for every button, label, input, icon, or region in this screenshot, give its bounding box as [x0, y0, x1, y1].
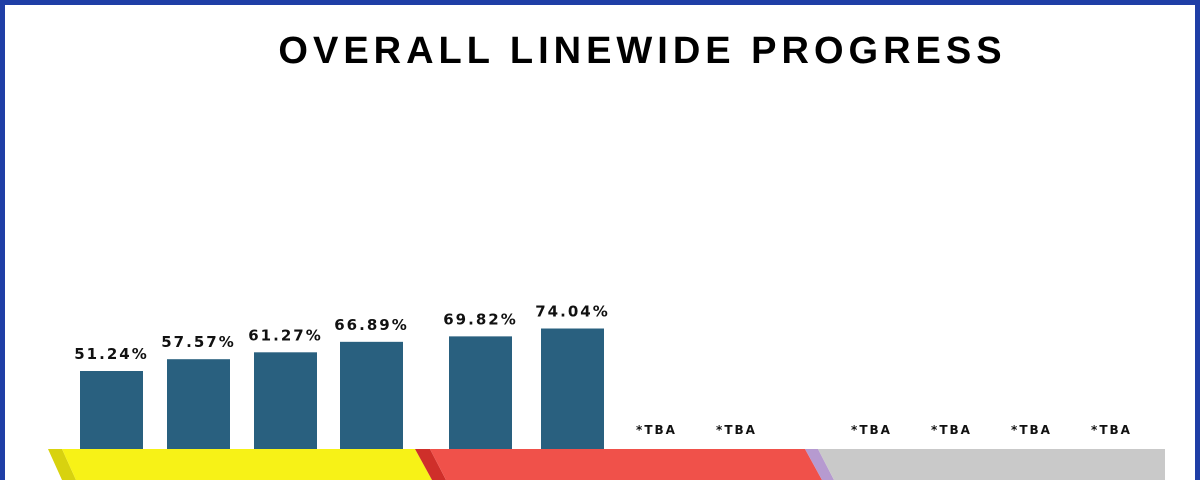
bar-6	[541, 328, 604, 449]
bar-3	[254, 352, 317, 449]
data-label-1: 51.24%	[74, 345, 148, 363]
data-label-4: 66.89%	[334, 316, 408, 334]
tba-label-10: *TBA	[931, 423, 972, 437]
band-3-edge	[805, 449, 834, 480]
band-2	[430, 449, 822, 480]
data-label-6: 74.04%	[535, 303, 609, 321]
tba-label-7: *TBA	[636, 423, 677, 437]
chart-title: OVERALL LINEWIDE PROGRESS	[278, 30, 1007, 72]
tba-label-9: *TBA	[851, 423, 892, 437]
band-1-edge	[48, 449, 76, 480]
tba-label-8: *TBA	[716, 423, 757, 437]
bar-1	[80, 371, 143, 449]
bar-2	[167, 359, 230, 449]
data-label-5: 69.82%	[443, 310, 517, 328]
bar-5	[449, 336, 512, 449]
bars-layer: 51.24% 57.57% 61.27% 66.89% 69.82% 74.04% *TBA…	[74, 303, 1132, 449]
band-2-edge	[415, 449, 446, 480]
band-1	[62, 449, 432, 480]
data-label-3: 61.27%	[248, 326, 322, 344]
band-3	[818, 449, 1165, 480]
tba-label-12: *TBA	[1091, 423, 1132, 437]
tba-label-11: *TBA	[1011, 423, 1052, 437]
bar-4	[340, 341, 403, 449]
data-label-2: 57.57%	[161, 333, 235, 351]
